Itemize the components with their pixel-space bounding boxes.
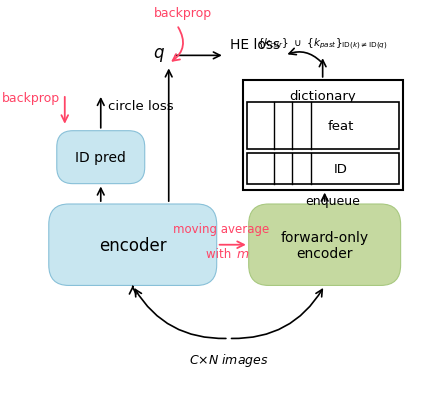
FancyBboxPatch shape <box>249 204 401 286</box>
Bar <box>243 81 402 190</box>
Bar <box>247 154 399 184</box>
FancyBboxPatch shape <box>57 131 145 184</box>
Text: enqueue: enqueue <box>305 194 360 207</box>
Text: feat: feat <box>328 120 354 133</box>
Text: q: q <box>154 44 164 62</box>
Text: moving average: moving average <box>172 222 269 235</box>
Text: $C$$\times$$N$ images: $C$$\times$$N$ images <box>189 351 269 368</box>
Text: encoder: encoder <box>99 236 166 254</box>
Text: forward-only
encoder: forward-only encoder <box>281 230 369 260</box>
Text: dictionary: dictionary <box>289 90 356 103</box>
Text: HE loss: HE loss <box>230 38 280 52</box>
Text: ID pred: ID pred <box>75 151 126 165</box>
Text: $\{k_{\mathit{cur}}\}\ \cup\ \{k_{\mathit{past}}\}_{\mathrm{ID}(k)\neq\mathrm{ID: $\{k_{\mathit{cur}}\}\ \cup\ \{k_{\mathi… <box>257 37 388 52</box>
Text: $m$: $m$ <box>236 247 249 260</box>
Bar <box>247 103 399 150</box>
FancyBboxPatch shape <box>49 204 217 286</box>
Text: with: with <box>206 247 235 260</box>
Text: backprop: backprop <box>154 7 212 20</box>
Text: backprop: backprop <box>2 92 60 105</box>
Text: circle loss: circle loss <box>108 100 174 113</box>
Text: ID: ID <box>334 162 348 175</box>
